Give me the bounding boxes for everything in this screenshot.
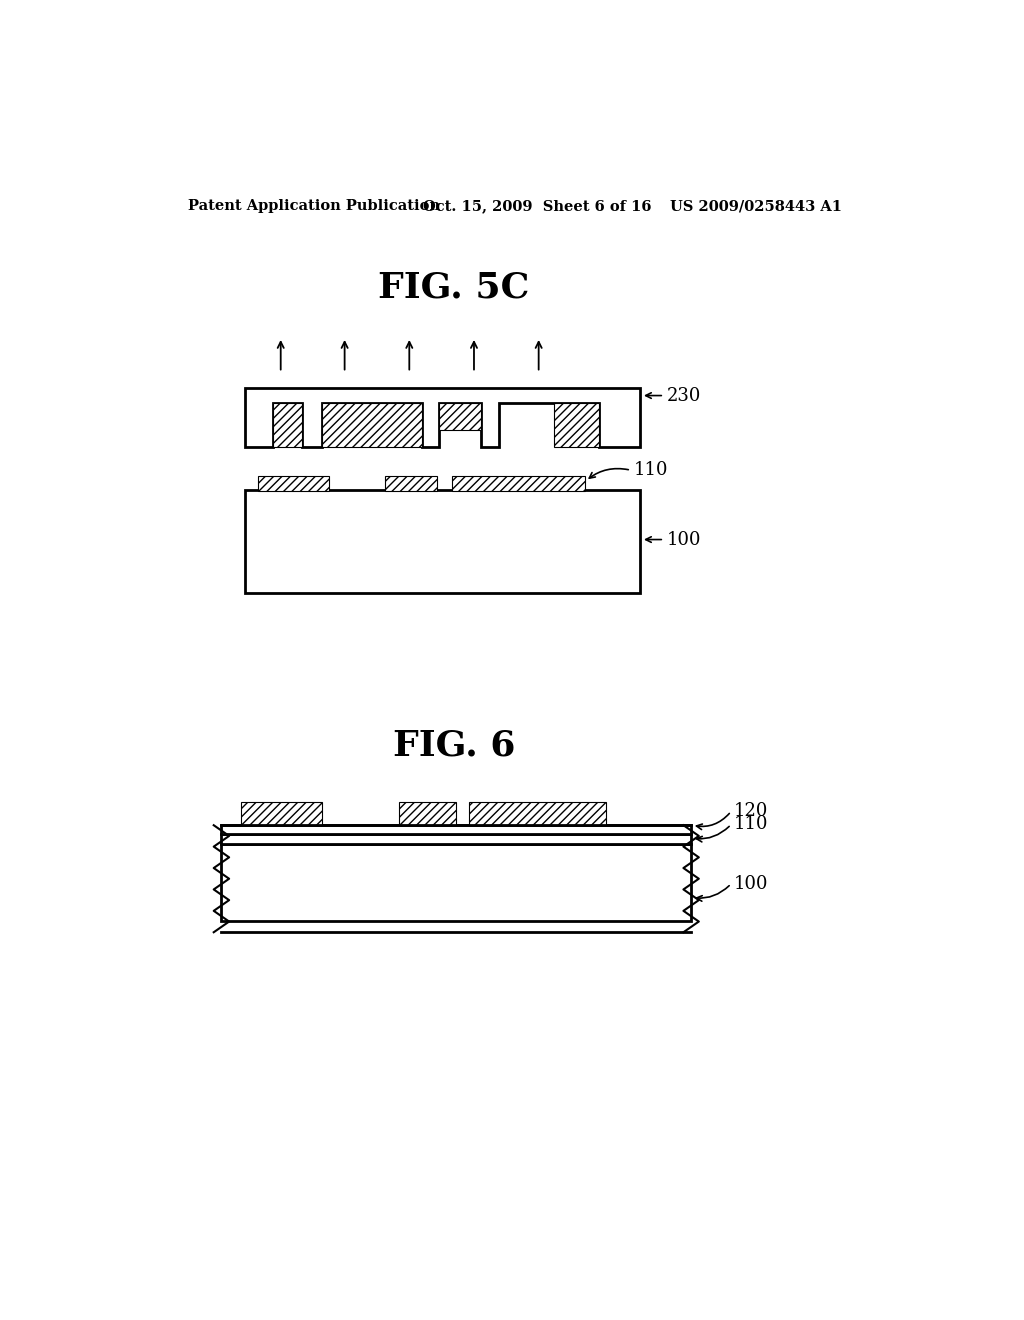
Bar [438, 404, 481, 430]
Bar [221, 834, 691, 843]
Bar [221, 843, 691, 921]
Text: Oct. 15, 2009  Sheet 6 of 16: Oct. 15, 2009 Sheet 6 of 16 [423, 199, 651, 213]
Bar [245, 490, 640, 594]
Text: US 2009/0258443 A1: US 2009/0258443 A1 [670, 199, 842, 213]
Bar [322, 404, 422, 447]
Text: Patent Application Publication: Patent Application Publication [188, 199, 440, 213]
Text: 120: 120 [734, 803, 769, 820]
Text: 110: 110 [634, 461, 669, 479]
Bar [398, 803, 456, 825]
Bar [554, 404, 599, 447]
Text: 100: 100 [734, 875, 769, 892]
Bar [258, 477, 330, 491]
Bar [385, 477, 437, 491]
Bar [453, 477, 585, 491]
Polygon shape [245, 388, 640, 447]
Bar [221, 825, 691, 834]
Bar [241, 803, 322, 825]
Bar [273, 404, 301, 447]
Bar [469, 803, 606, 825]
Text: 100: 100 [667, 531, 701, 549]
Text: FIG. 5C: FIG. 5C [378, 271, 529, 305]
Text: FIG. 6: FIG. 6 [393, 729, 515, 762]
Text: 230: 230 [667, 387, 700, 404]
Text: 110: 110 [734, 816, 769, 833]
